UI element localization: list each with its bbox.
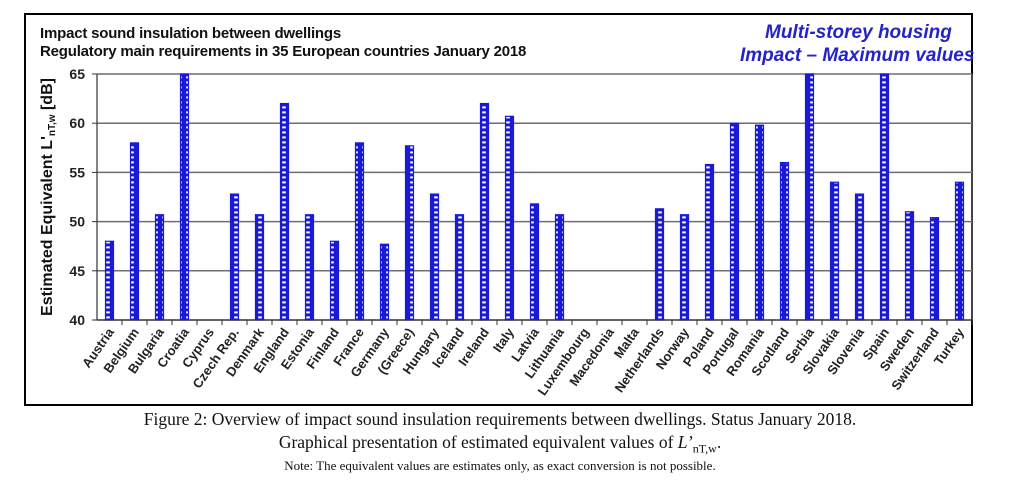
bar — [154, 214, 165, 321]
bar — [954, 181, 965, 321]
y-axis-label: Estimated Equivalent L'nT,w [dB] — [39, 78, 58, 316]
caption-symbol: L’ — [677, 432, 693, 452]
y-tick-label: 45 — [69, 263, 85, 279]
annotation-line-2: Impact – Maximum values — [740, 45, 975, 66]
figure-caption: Figure 2: Overview of impact sound insul… — [143, 409, 857, 429]
bar — [104, 240, 115, 321]
annotation-line-1: Multi-storey housing — [765, 22, 952, 43]
bar — [829, 181, 840, 321]
y-tick-label: 65 — [69, 66, 85, 82]
bar — [379, 243, 390, 321]
caption-end: . — [716, 432, 722, 452]
bar — [404, 145, 415, 321]
caption-text: Graphical presentation of estimated equi… — [278, 432, 678, 452]
bar-chart: 40 45 50 55 60 65 AustriaBelgiumBulgariaCroat… — [39, 66, 973, 398]
y-tick-label: 60 — [69, 115, 85, 131]
bar — [479, 102, 490, 321]
bar — [529, 203, 540, 321]
bar — [654, 208, 665, 321]
bar — [804, 73, 815, 321]
bar — [129, 142, 140, 321]
chart-subtitle: Regulatory main requirements in 35 Europ… — [40, 43, 527, 60]
bar — [854, 193, 865, 321]
figure-note: Note: The equivalent values are estimate… — [284, 458, 716, 473]
bar — [354, 142, 365, 321]
bar — [904, 211, 915, 321]
bar — [229, 193, 240, 321]
bar — [279, 102, 290, 321]
y-tick-label: 50 — [69, 214, 85, 230]
bar — [679, 214, 690, 321]
bar — [704, 163, 715, 321]
bar — [929, 217, 940, 321]
bar — [779, 161, 790, 321]
y-tick-labels: 40 45 50 55 60 65 — [69, 66, 85, 328]
bars — [104, 73, 965, 321]
bar — [729, 122, 740, 321]
bar — [554, 214, 565, 321]
x-tick-labels: AustriaBelgiumBulgariaCroatiaCyprusCzech… — [79, 324, 967, 398]
bar — [179, 73, 190, 321]
bar — [754, 124, 765, 321]
bar — [329, 240, 340, 321]
bar — [504, 115, 515, 321]
y-tick-label: 55 — [69, 164, 85, 180]
chart-title: Impact sound insulation between dwelling… — [40, 25, 341, 42]
y-tick-label: 40 — [69, 312, 85, 328]
bar — [304, 214, 315, 321]
bar — [879, 73, 890, 321]
bar — [254, 214, 265, 321]
figure-caption-line-2: Graphical presentation of estimated equi… — [0, 432, 1000, 457]
axes — [92, 73, 973, 325]
bar — [454, 214, 465, 321]
bar — [429, 193, 440, 321]
caption-subscript: nT,w — [692, 441, 717, 456]
